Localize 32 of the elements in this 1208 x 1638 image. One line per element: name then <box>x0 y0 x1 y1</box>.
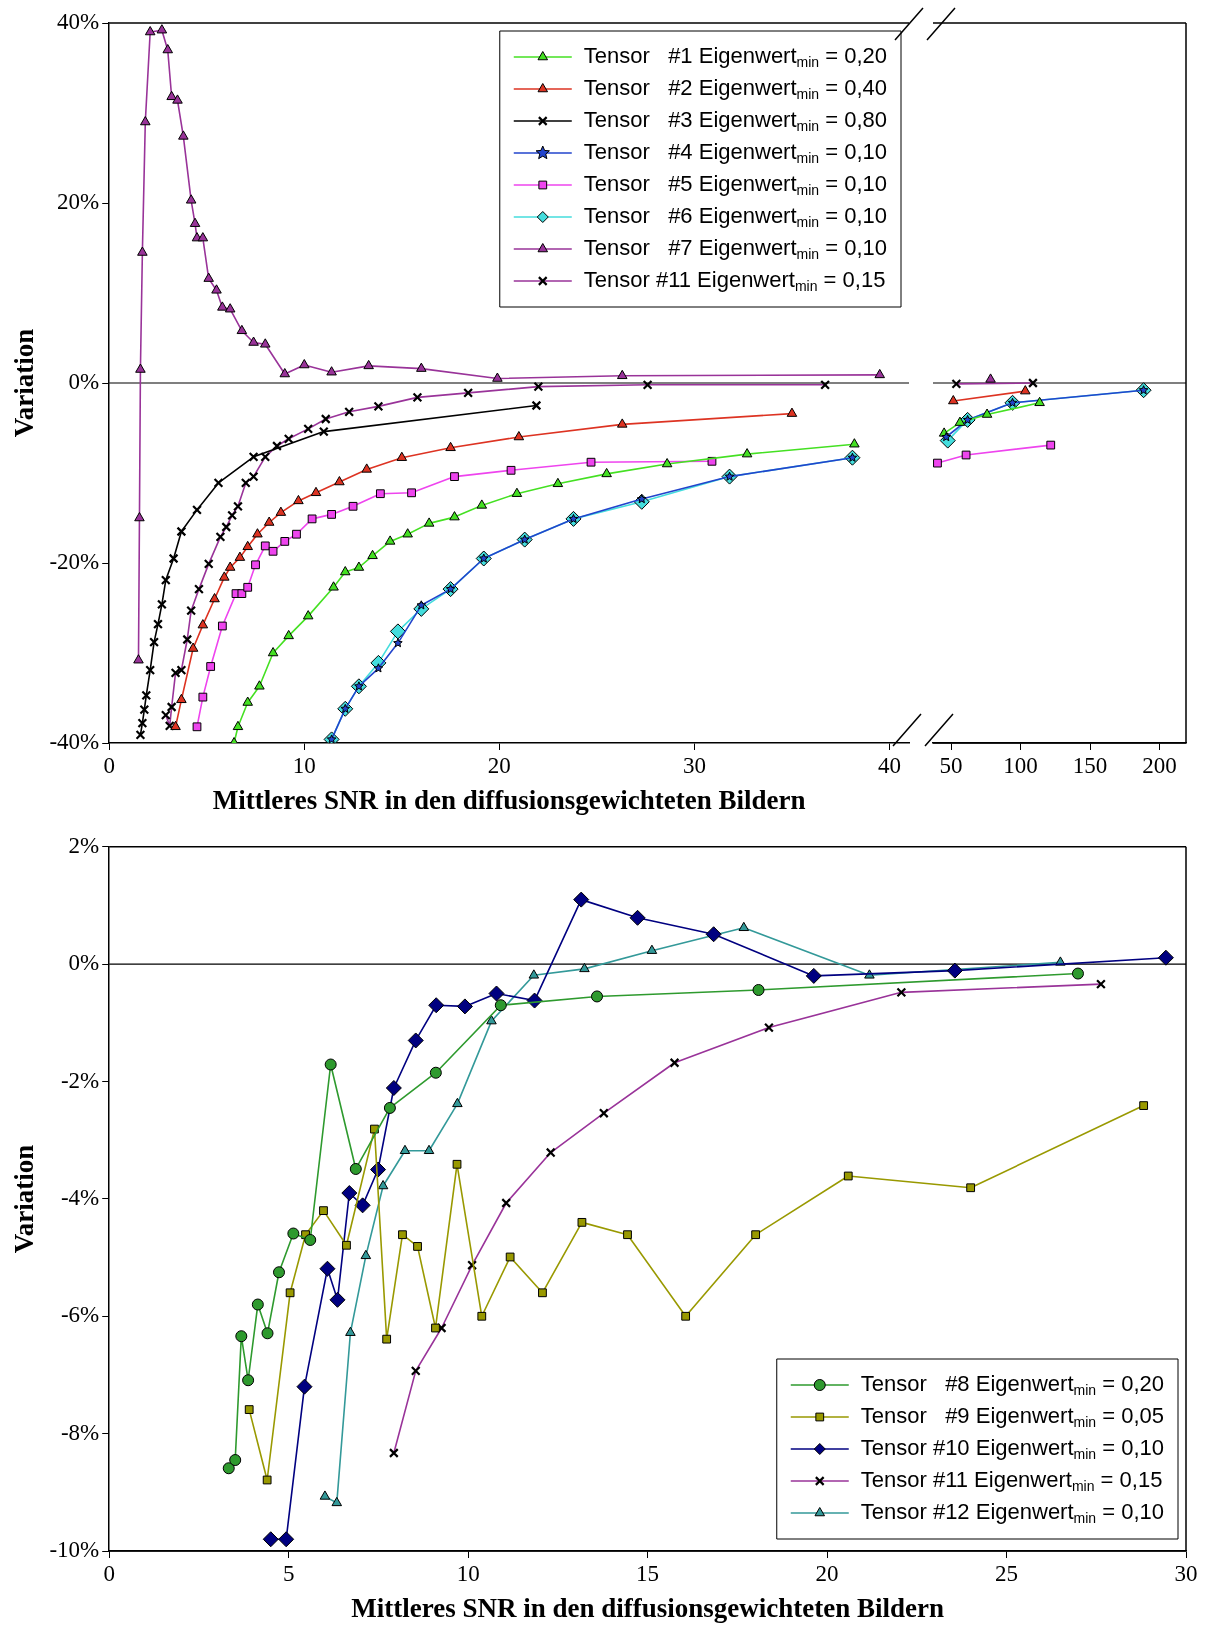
x-tick-label: 150 <box>1072 752 1108 778</box>
y-tick-label: 0% <box>68 369 100 395</box>
x-tick-label: 200 <box>1142 752 1177 778</box>
y-tick-label: -8% <box>60 1419 100 1445</box>
y-tick-label: 40% <box>57 9 100 35</box>
y-tick-label: 2% <box>68 832 100 858</box>
x-tick-label: 0 <box>103 1560 115 1586</box>
y-tick-label: 20% <box>57 189 100 215</box>
y-tick-label: -40% <box>49 729 100 755</box>
x-tick-label: 100 <box>1003 752 1038 778</box>
x-tick-label: 30 <box>682 752 706 778</box>
x-tick-label: 10 <box>292 752 316 778</box>
x-tick-label: 20 <box>487 752 511 778</box>
y-tick-label: -10% <box>49 1537 100 1563</box>
y-tick-label: -6% <box>60 1302 100 1328</box>
y-tick-label: -4% <box>60 1184 100 1210</box>
y-axis-title: Variation <box>9 328 40 438</box>
x-tick-label: 25 <box>995 1560 1019 1586</box>
x-tick-label: 50 <box>939 752 963 778</box>
x-axis-title: Mittleres SNR in den diffusionsgewichteten Bildern <box>351 1592 944 1623</box>
y-tick-label: -2% <box>60 1067 100 1093</box>
x-tick-label: 40 <box>877 752 901 778</box>
x-tick-label: 0 <box>103 752 115 778</box>
x-tick-label: 5 <box>282 1560 295 1586</box>
x-tick-label: 20 <box>815 1560 839 1586</box>
x-axis-title: Mittleres SNR in den diffusionsgewichteten Bildern <box>212 784 806 815</box>
x-tick-label: 15 <box>636 1560 660 1586</box>
y-tick-label: 0% <box>68 950 100 976</box>
x-tick-label: 30 <box>1174 1560 1198 1586</box>
y-tick-label: -20% <box>49 549 100 575</box>
y-axis-title: Variation <box>9 1144 40 1254</box>
x-tick-label: 10 <box>456 1560 480 1586</box>
